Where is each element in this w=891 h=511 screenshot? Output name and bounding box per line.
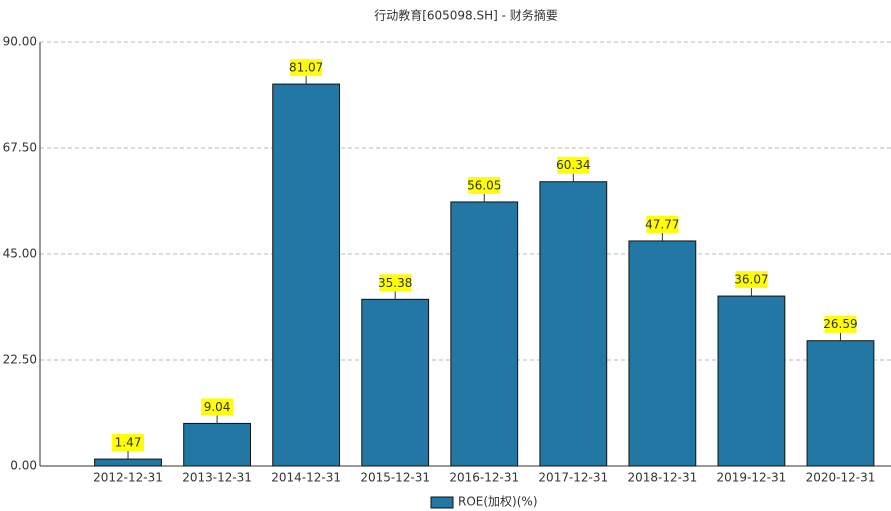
x-tick-label: 2018-12-31 bbox=[627, 471, 697, 485]
label-box bbox=[112, 434, 145, 452]
bar bbox=[94, 458, 162, 467]
x-tick-label: 2013-12-31 bbox=[182, 471, 252, 485]
value-label: 1.47 bbox=[115, 436, 142, 450]
label-box bbox=[290, 59, 323, 77]
value-label: 26.59 bbox=[823, 317, 857, 331]
label-box bbox=[468, 176, 501, 194]
value-label: 81.07 bbox=[289, 61, 323, 75]
x-tick-label: 2014-12-31 bbox=[271, 471, 341, 485]
bar bbox=[628, 240, 697, 467]
bar bbox=[183, 422, 251, 467]
value-label: 47.77 bbox=[645, 217, 679, 231]
label-box bbox=[824, 315, 857, 333]
x-tick-label: 2019-12-31 bbox=[717, 471, 787, 485]
value-label: 56.05 bbox=[467, 178, 501, 192]
y-tick-label: 67.50 bbox=[3, 141, 37, 155]
value-label: 9.04 bbox=[204, 400, 231, 414]
y-tick-label: 90.00 bbox=[3, 35, 37, 49]
value-label: 60.34 bbox=[556, 158, 590, 172]
legend-label: ROE(加权)(%) bbox=[458, 495, 538, 509]
label-box bbox=[201, 398, 234, 416]
legend-swatch bbox=[430, 496, 454, 509]
bar bbox=[450, 201, 519, 467]
bar bbox=[806, 340, 875, 467]
x-tick-label: 2012-12-31 bbox=[93, 471, 163, 485]
x-tick-label: 2015-12-31 bbox=[360, 471, 430, 485]
bar bbox=[717, 295, 786, 467]
x-tick-label: 2020-12-31 bbox=[806, 471, 876, 485]
y-tick-label: 22.50 bbox=[3, 353, 37, 367]
label-box bbox=[646, 215, 679, 233]
label-box bbox=[735, 271, 768, 289]
y-tick-label: 45.00 bbox=[3, 247, 37, 261]
x-tick-label: 2016-12-31 bbox=[449, 471, 519, 485]
chart-title: 行动教育[605098.SH] - 财务摘要 bbox=[374, 8, 558, 23]
value-label: 36.07 bbox=[734, 273, 768, 287]
bar bbox=[361, 298, 430, 467]
label-box bbox=[379, 274, 412, 292]
y-tick-label: 0.00 bbox=[10, 459, 37, 473]
bar bbox=[539, 181, 608, 467]
bar bbox=[272, 83, 341, 467]
x-tick-label: 2017-12-31 bbox=[538, 471, 608, 485]
value-label: 35.38 bbox=[378, 276, 412, 290]
label-box bbox=[557, 156, 590, 174]
